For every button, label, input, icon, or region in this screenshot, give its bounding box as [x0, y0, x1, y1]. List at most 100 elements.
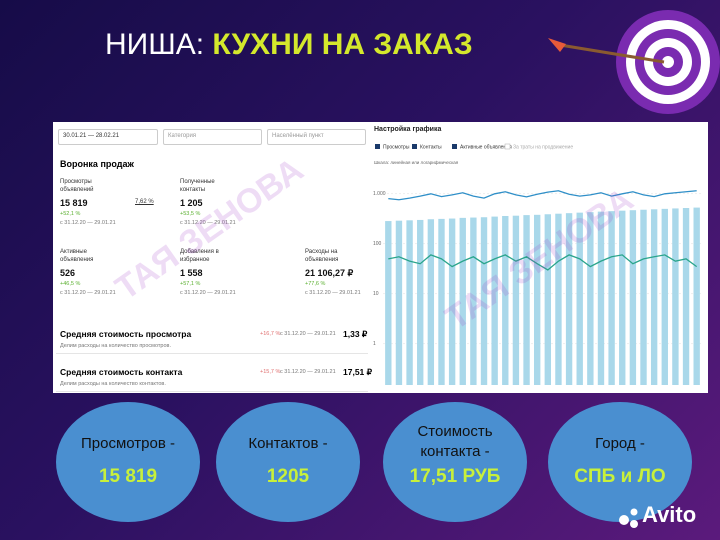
- bar: [565, 213, 573, 385]
- bar: [459, 217, 466, 385]
- bar: [597, 211, 605, 385]
- bar: [523, 215, 530, 385]
- funnel-title: Воронка продаж: [60, 159, 134, 169]
- summary-circle: [216, 402, 360, 522]
- bar: [406, 220, 413, 385]
- metric-change: +46,5 %: [60, 281, 81, 287]
- summary-circle: [383, 402, 527, 522]
- y-tick-label: 1.000: [373, 191, 386, 197]
- metric-value: 526: [60, 268, 76, 278]
- legend-checkbox: [504, 143, 511, 150]
- legend-checkbox: [375, 144, 380, 149]
- bar: [587, 212, 594, 385]
- title-prefix: НИША:: [105, 28, 205, 61]
- bar: [438, 218, 445, 385]
- metric-label: Активные объявления: [60, 249, 94, 263]
- chart: Настройка графика Шкала: линейная или лог…: [373, 125, 702, 385]
- metric-period: с 31.12.20 — 29.01.21: [180, 290, 236, 296]
- cost-note: Делим расходы на количество контактов.: [60, 381, 166, 387]
- cost-note: Делим расходы на количество просмотров.: [60, 343, 171, 349]
- y-tick-label: 10: [373, 291, 379, 297]
- cost-period: с 31.12.20 — 29.01.21: [280, 369, 336, 375]
- bar: [650, 209, 658, 385]
- metric-value: 1 558: [180, 268, 203, 278]
- metric-label: Полученные контакты: [180, 179, 215, 193]
- bar: [693, 207, 700, 385]
- cost-change: +16,7 %: [260, 331, 281, 337]
- summary-circles: Просмотров - 15 819 Контактов - 1205 Стоимос…: [56, 402, 692, 522]
- metric-period: с 31.12.20 — 29.01.21: [60, 220, 116, 226]
- label-part: Стоимость: [417, 423, 492, 440]
- legend-label: Контакты: [420, 144, 442, 150]
- metric-change: +57,1 %: [180, 281, 201, 287]
- summary-circle: [56, 402, 200, 522]
- line: [388, 254, 698, 271]
- summary-value: СПБ и ЛО: [574, 466, 665, 487]
- divider: [56, 391, 368, 392]
- legend-label: Активные объявления: [460, 144, 512, 150]
- bar: [502, 215, 509, 385]
- bar: [544, 214, 552, 385]
- y-tick-label: 1: [373, 341, 376, 347]
- metric-value: 1 205: [180, 198, 203, 208]
- metric-label: Просмотры объявлений: [60, 179, 94, 193]
- summary-label: Просмотров -: [81, 435, 175, 452]
- metric-period: с 31.12.20 — 29.01.21: [60, 290, 116, 296]
- bar: [427, 219, 435, 385]
- legend-checkbox: [452, 144, 457, 149]
- bar: [512, 215, 520, 385]
- metric-value: 21 106,27 ₽: [305, 268, 354, 278]
- metric-label: Добавления в избранное: [180, 249, 219, 263]
- summary-circle: [548, 402, 692, 522]
- summary-label: Контактов -: [248, 435, 327, 452]
- line: [388, 190, 697, 201]
- cost-value: 17,51 ₽: [343, 367, 373, 377]
- conversion: 7,62 %: [135, 199, 154, 205]
- scale-note: Шкала: линейная или логарифмическая: [374, 159, 459, 165]
- summary-label: Стоимость контакта -: [417, 423, 492, 460]
- city-filter[interactable]: Населённый пункт: [267, 129, 366, 145]
- metric-period: с 31.12.20 — 29.01.21: [180, 220, 236, 226]
- bar: [470, 217, 477, 385]
- date-filter[interactable]: 30.01.21 — 28.02.21: [58, 129, 158, 145]
- y-tick-label: 100: [373, 241, 382, 247]
- bar: [555, 213, 562, 385]
- bar: [629, 210, 637, 385]
- bar: [576, 212, 583, 385]
- legend-label: Просмотры: [383, 144, 410, 150]
- logo: Avito: [619, 502, 696, 528]
- bar: [672, 208, 679, 385]
- bar: [682, 208, 690, 385]
- cost-title: Средняя стоимость просмотра: [60, 329, 192, 339]
- metric-value: 15 819: [60, 198, 88, 208]
- bar: [619, 210, 626, 385]
- bar: [385, 221, 392, 385]
- cost-change: +15,7 %: [260, 369, 281, 375]
- bar: [640, 209, 647, 385]
- category-filter[interactable]: Категория: [163, 129, 262, 145]
- metric-label: Расходы на объявления: [305, 249, 339, 263]
- bar: [395, 220, 403, 385]
- metric-change: +77,6 %: [305, 281, 326, 287]
- summary-label: Город -: [595, 435, 645, 452]
- legend-checkbox: [412, 144, 417, 149]
- bar: [491, 216, 498, 385]
- bar: [480, 217, 488, 385]
- bar: [608, 211, 615, 385]
- metric-change: +52,1 %: [60, 211, 81, 217]
- cost-value: 1,33 ₽: [343, 329, 368, 339]
- summary-value: 17,51 РУБ: [410, 466, 501, 487]
- summary-value: 1205: [267, 466, 310, 487]
- bar: [661, 208, 668, 385]
- bar: [533, 214, 541, 385]
- summary-value: 15 819: [99, 466, 157, 487]
- legend-label: За траты на продвижение: [513, 144, 573, 150]
- cost-title: Средняя стоимость контакта: [60, 367, 183, 377]
- logo-text: Avito: [642, 502, 696, 527]
- bar: [448, 218, 456, 385]
- metric-period: с 31.12.20 — 29.01.21: [305, 290, 361, 296]
- slide-title: НИША: КУХНИ НА ЗАКАЗ: [105, 28, 473, 62]
- label-part: контакта -: [420, 443, 489, 460]
